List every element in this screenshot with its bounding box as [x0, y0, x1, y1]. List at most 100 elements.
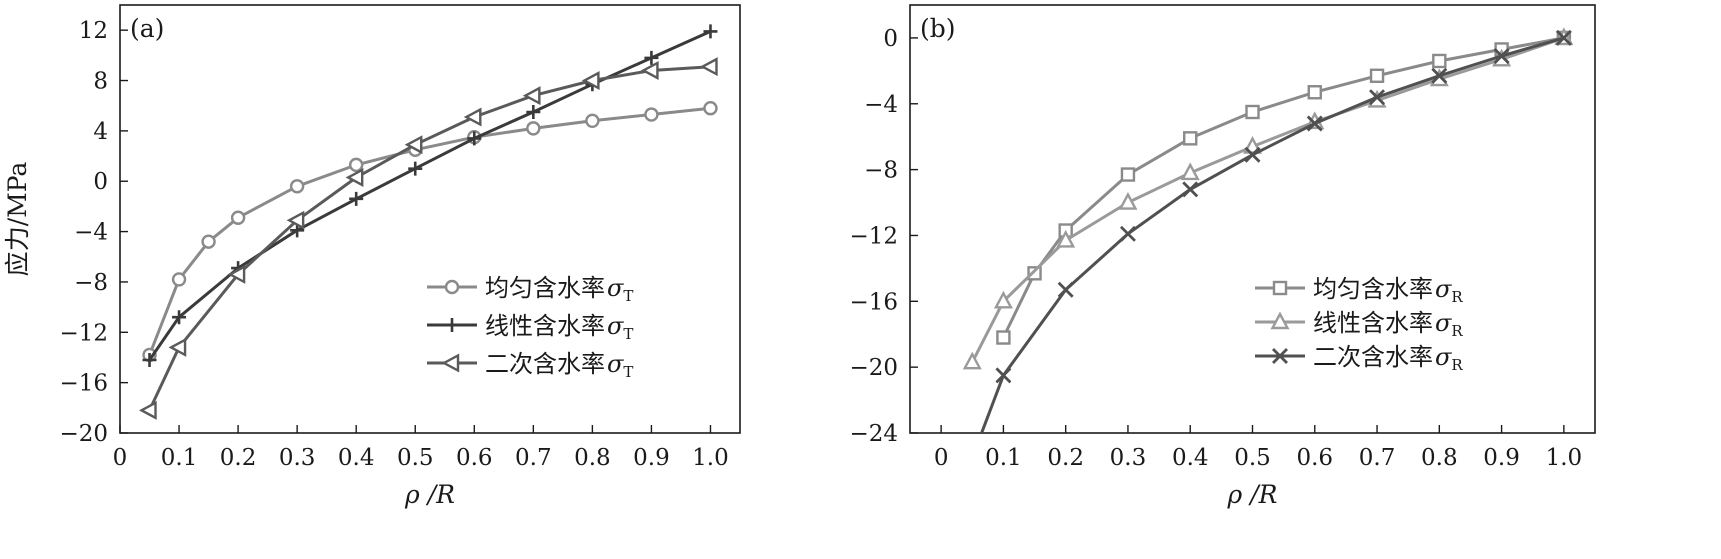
chart-a-series-1-point	[526, 121, 541, 136]
chart-b-series-1-point	[1183, 131, 1198, 146]
chart-a-series-2-line	[148, 30, 712, 361]
chart-b-y-tick-label: −12	[849, 223, 898, 249]
chart-a-y-tick-label: −16	[59, 371, 108, 397]
chart-a-series-1-point	[348, 157, 364, 173]
chart-b-series-3-point	[995, 367, 1012, 384]
chart-a-series-1	[142, 101, 718, 363]
chart-b-legend-symbol-1: σ	[1435, 275, 1452, 303]
chart-b-x-tick-label: 0.3	[1110, 445, 1147, 471]
chart-b-y-tick-label: −24	[849, 421, 898, 447]
chart-b-series-3-point	[1555, 29, 1572, 46]
chart-a-series-1-point	[171, 272, 187, 287]
chart-b-y-tick-label: −16	[849, 289, 898, 315]
chart-a-series-3-point	[640, 60, 659, 80]
chart-b-y-tick-label: −8	[864, 158, 898, 184]
chart-b-legend-subscript-1: R	[1451, 288, 1463, 306]
chart-a-series-2-point	[467, 131, 482, 146]
chart-a-series-2-point	[703, 24, 718, 39]
chart-a-y-tick-label: −20	[59, 421, 108, 447]
chart-a-y-tick-label: 4	[93, 119, 108, 145]
chart-b-series-1-point	[1432, 53, 1447, 69]
chart-a-plot-frame	[119, 4, 741, 434]
chart-a-x-axis-title: ρ /R	[404, 480, 455, 509]
chart-a-series-2-point	[349, 191, 364, 206]
chart-a-x-tick-label: 0.4	[338, 445, 375, 471]
chart-b-x-tick-label: 0.5	[1234, 445, 1271, 471]
chart-b-series-2	[962, 27, 1574, 370]
chart-a-legend-subscript-3: T	[623, 363, 633, 381]
chart-a-series-2	[142, 24, 718, 367]
chart-a-legend-marker-2	[445, 318, 459, 332]
chart-a-series-3-point	[286, 210, 305, 230]
chart-a-series-3-point	[168, 337, 187, 357]
chart-b-series-3-point	[1369, 89, 1386, 106]
chart-b-series-1	[996, 30, 1572, 345]
chart-a-x-tick-label: 0.5	[397, 445, 434, 471]
chart-b-series-2-point	[1056, 229, 1076, 248]
chart-a-series-3-point	[227, 264, 246, 284]
chart-b-series-3-point	[1182, 181, 1199, 198]
chart-b-x-tick-label: 1.0	[1546, 445, 1583, 471]
chart-b-series-2-line	[970, 36, 1565, 363]
chart-b-series-1-point	[1369, 68, 1385, 83]
chart-a-x-tick-label: 0.6	[456, 445, 493, 471]
chart-a-y-tick-label: −8	[74, 270, 108, 296]
chart-a-x-tick-label: 0.9	[633, 445, 670, 471]
chart-a-series-1-point	[585, 113, 600, 129]
chart-a-series-3-point	[463, 107, 482, 127]
chart-a-legend-marker-3	[441, 353, 460, 373]
chart-a-x-tick-label: 0.3	[279, 445, 316, 471]
chart-a-legend-label-3: 二次含水率σT	[485, 350, 633, 381]
chart-b-legend-marker-3	[1272, 348, 1288, 364]
chart-b-legend-marker-1	[1272, 280, 1288, 296]
chart-a-series-1-point	[644, 107, 659, 122]
chart-b-series-3-point	[1493, 48, 1510, 65]
chart-a-legend-marker-1	[444, 279, 460, 295]
chart-a-panel-label: (a)	[130, 14, 164, 43]
chart-a-series-2-point	[142, 352, 157, 367]
chart-b-x-tick-label: 0	[934, 445, 949, 471]
chart-a-x-tick-label: 0.1	[161, 445, 198, 471]
chart-b-x-tick-label: 0.1	[985, 445, 1022, 471]
chart-b-legend-symbol-3: σ	[1435, 343, 1452, 371]
chart-b-series-3-point	[1119, 225, 1136, 242]
chart-a-x-tick-label: 0.2	[220, 445, 257, 471]
chart-b-x-tick-label: 0.8	[1421, 445, 1458, 471]
chart-a-y-tick-label: −12	[59, 320, 108, 346]
chart-a-legend-symbol-1: σ	[607, 274, 624, 302]
chart-a-legend-name-1: 均匀含水率	[485, 274, 605, 302]
chart-b-x-tick-label: 0.4	[1172, 445, 1209, 471]
chart-b-series-2-point	[1242, 136, 1263, 154]
chart-a-series-3-point	[522, 86, 541, 106]
chart-b-x-axis-title: ρ /R	[1227, 480, 1278, 509]
chart-b-series-3-point	[1244, 146, 1261, 163]
chart-a-x-tick-label: 0.8	[574, 445, 611, 471]
chart-b-legend-subscript-3: R	[1451, 356, 1463, 374]
chart-b-x-tick-label: 0.9	[1483, 445, 1520, 471]
chart-a-legend-subscript-2: T	[623, 325, 633, 343]
chart-b-legend-label-1: 均匀含水率σR	[1313, 275, 1463, 306]
chart-a-series-1-point	[289, 179, 305, 194]
chart-a-legend-symbol-2: σ	[607, 312, 624, 340]
chart-b-y-tick-label: −20	[849, 355, 898, 381]
chart-a-series-2-point	[644, 50, 659, 65]
chart-b-series-1-point	[1027, 266, 1042, 281]
chart-a-series-2-point	[172, 310, 187, 325]
chart-b-x-tick-label: 0.6	[1296, 445, 1333, 471]
chart-a-series-1-point	[703, 101, 718, 116]
chart-a-series-1-point	[201, 234, 216, 249]
chart-b-y-tick-label: 0	[883, 26, 898, 52]
chart-b-x-tick-label: 0.7	[1359, 445, 1396, 471]
chart-b-series-1-point	[1245, 104, 1260, 120]
chart-b-legend-subscript-2: R	[1451, 322, 1463, 340]
chart-panel-b: 0 0.1 0.2 0.3 0.4 0.5 0.6 0.7 0.8 0.9 1.0 −24 −20 −16…	[849, 4, 1596, 509]
chart-a-x-tick-label: 0	[113, 445, 128, 471]
chart-b-series-3-point	[1306, 115, 1323, 132]
chart-a-legend-label-2: 线性含水率σT	[485, 312, 633, 343]
chart-a-series-3-point	[138, 400, 157, 420]
chart-b-panel-label: (b)	[920, 14, 956, 43]
chart-b-series-3-point	[1431, 67, 1448, 84]
chart-a-series-1-point	[230, 210, 246, 225]
